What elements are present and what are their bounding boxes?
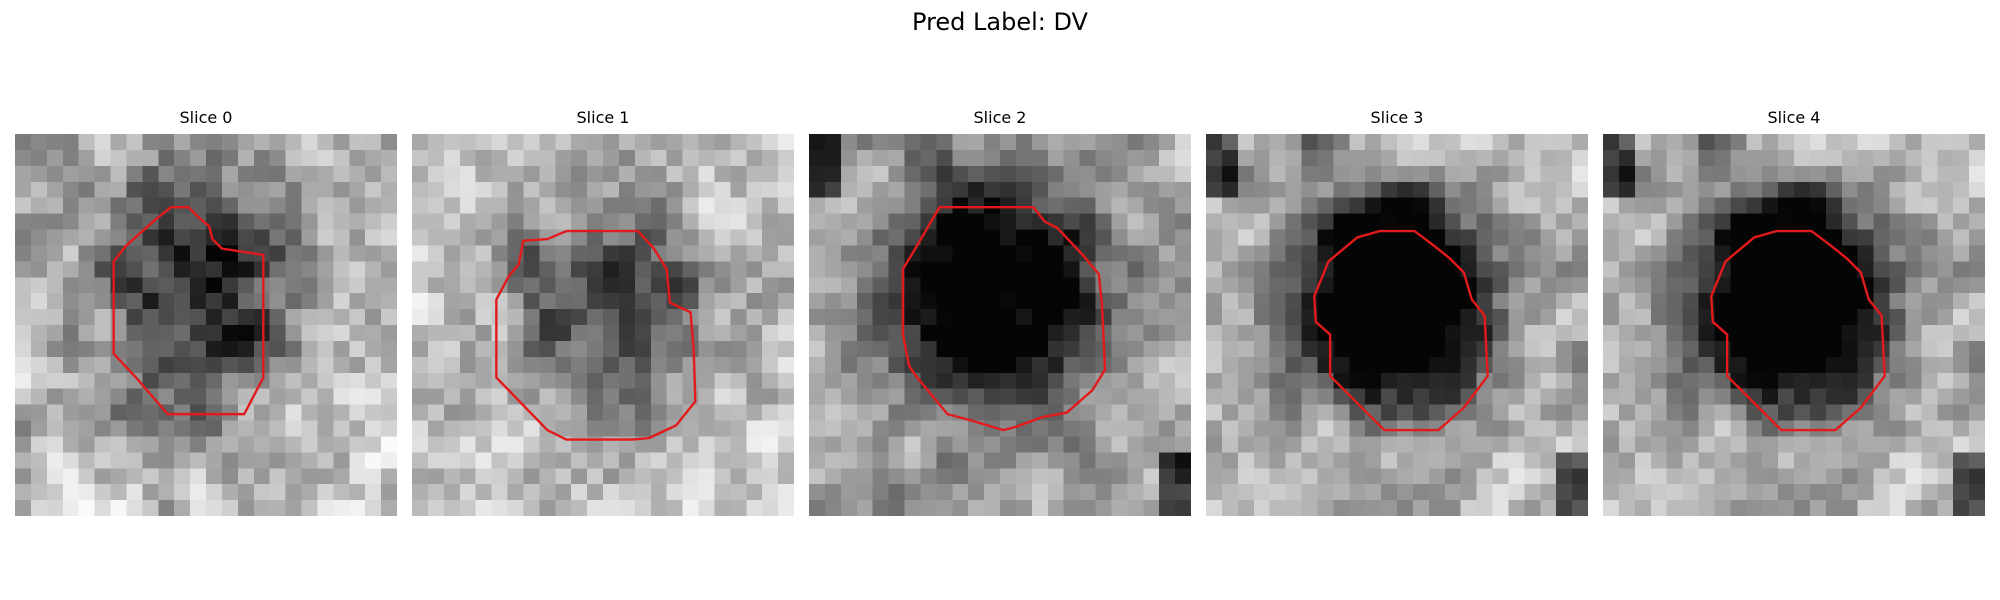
slice-image — [1206, 134, 1588, 516]
segmentation-contour — [1314, 231, 1487, 430]
slice-title: Slice 4 — [1767, 108, 1821, 127]
slice-title: Slice 2 — [973, 108, 1027, 127]
segmentation-contour — [1711, 231, 1884, 430]
figure-title: Pred Label: DV — [912, 8, 1088, 36]
slice-image — [1603, 134, 1985, 516]
slice-panel-0: Slice 0 — [15, 108, 397, 516]
slice-panel-2: Slice 2 — [809, 108, 1191, 516]
slice-title: Slice 0 — [179, 108, 233, 127]
slice-image — [15, 134, 397, 516]
slice-panel-1: Slice 1 — [412, 108, 794, 516]
slice-image — [809, 134, 1191, 516]
slice-title: Slice 3 — [1370, 108, 1424, 127]
slice-title: Slice 1 — [576, 108, 630, 127]
slice-panel-4: Slice 4 — [1603, 108, 1985, 516]
segmentation-contour — [496, 231, 695, 440]
slice-image — [412, 134, 794, 516]
segmentation-contour — [903, 207, 1105, 430]
slice-panel-3: Slice 3 — [1206, 108, 1588, 516]
segmentation-contour — [114, 207, 264, 414]
